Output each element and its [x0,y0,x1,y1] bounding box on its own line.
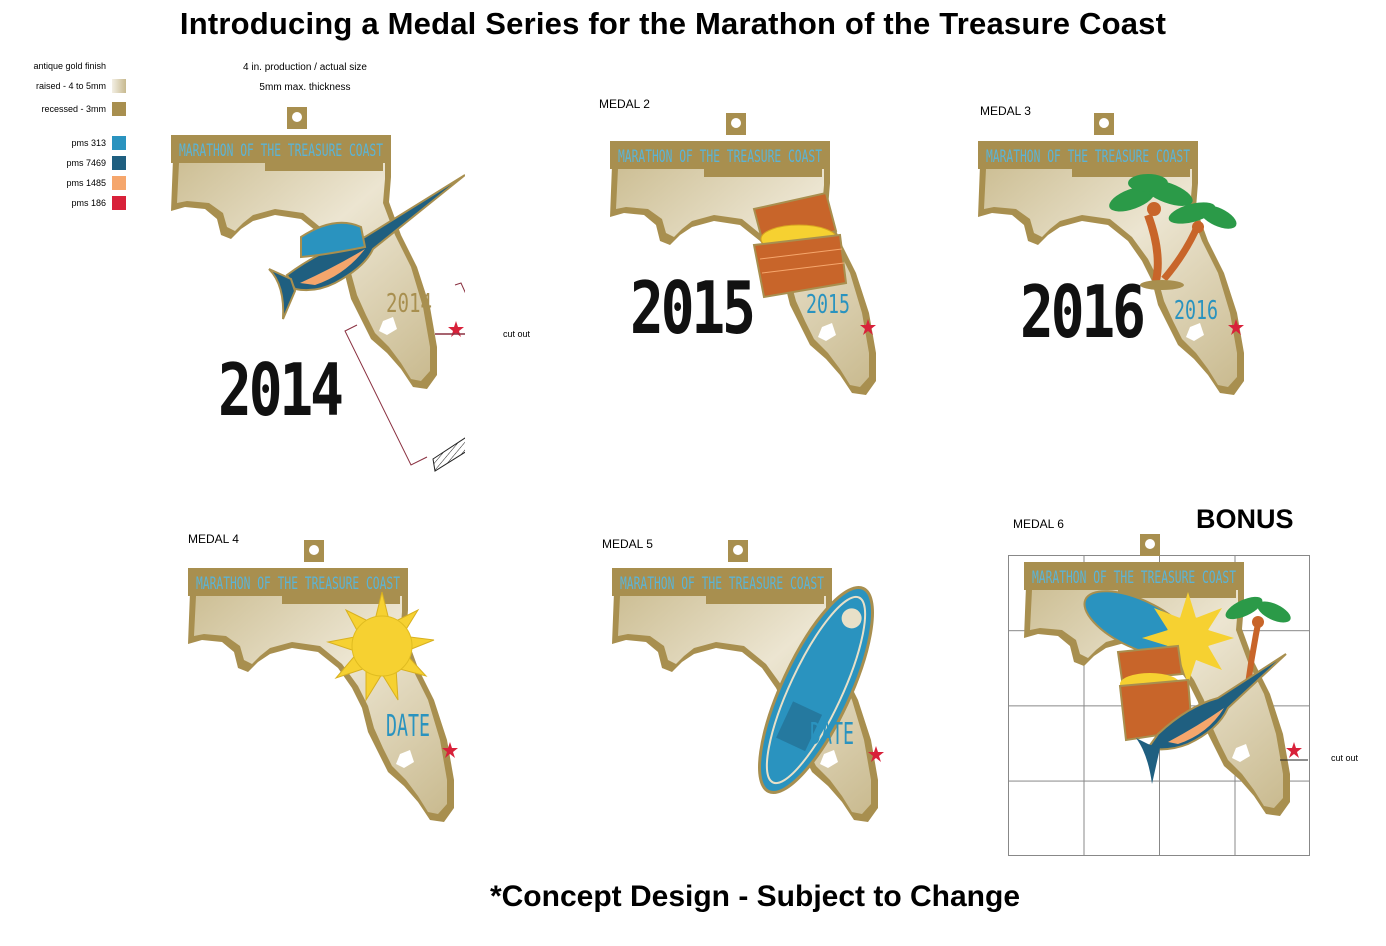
legend-swatch-pms-313 [112,136,126,150]
color-legend: antique gold finish raised - 4 to 5mm re… [14,58,126,216]
sun-icon [326,591,435,702]
legend-swatch-recessed [112,102,126,116]
star-icon [448,321,464,337]
svg-text:MARATHON OF THE TREASURE COAST: MARATHON OF THE TREASURE COAST [986,147,1190,167]
cross-section-icon [432,437,465,472]
cut-out-annotation: cut out [1331,753,1359,763]
spec-thickness: 5mm max. thickness [259,82,351,93]
medal-6-label: MEDAL 6 [1013,517,1064,531]
svg-text:2015: 2015 [806,290,850,320]
legend-label: pms 1485 [66,178,106,188]
medal-1-sailfish: MARATHON OF THE TREASURE COAST 2014 [171,107,465,472]
svg-text:MARATHON OF THE TREASURE COAST: MARATHON OF THE TREASURE COAST [196,574,400,594]
legend-swatch-pms-1485 [112,176,126,190]
medal-2-treasure-chest: MARATHON OF THE TREASURE COAST 2015 [610,113,876,395]
spec-size: 4 in. production / actual size [243,62,367,73]
medal-4-sun: MARATHON OF THE TREASURE COAST DATE [188,540,458,822]
medal-5-surfboard: MARATHON OF THE TREASURE COAST DATE [612,540,884,822]
star-icon [1286,742,1302,758]
svg-text:MARATHON OF THE TREASURE COAST: MARATHON OF THE TREASURE COAST [1032,568,1236,588]
medal-3-label: MEDAL 3 [980,104,1031,118]
concept-disclaimer: *Concept Design - Subject to Change [489,880,1021,913]
svg-text:DATE: DATE [810,717,854,752]
medal-6-combined: MARATHON OF THE TREASURE COAST [1024,534,1308,816]
legend-swatch-pms-7469 [112,156,126,170]
svg-text:2016: 2016 [1174,296,1218,326]
sailfish-icon [268,174,465,320]
star-icon [868,746,884,762]
svg-text:MARATHON OF THE TREASURE COAST: MARATHON OF THE TREASURE COAST [620,574,824,594]
palm-trees-icon [1225,596,1291,685]
sailfish-icon [1136,653,1287,784]
big-year-2016: 2016 [1020,270,1146,354]
cut-out-annotation: cut out [503,329,531,339]
page-title: Introducing a Medal Series for the Marat… [179,6,1167,41]
surfboard-icon [758,585,874,795]
star-icon [1228,319,1244,335]
svg-text:2014: 2014 [386,289,432,319]
legend-swatch-pms-186 [112,196,126,210]
medal-4-label: MEDAL 4 [188,532,239,546]
legend-label: pms 313 [71,138,106,148]
medal-3-palm-trees: MARATHON OF THE TREASURE COAST 2016 [978,113,1244,395]
legend-heading: antique gold finish [33,61,106,71]
legend-swatch-raised [112,79,126,93]
production-specs: 4 in. production / actual size 5mm max. … [220,58,390,98]
palm-trees-icon [1109,174,1237,290]
legend-label: raised - 4 to 5mm [35,81,106,91]
legend-label: recessed - 3mm [41,104,106,114]
medal-2-label: MEDAL 2 [599,97,650,111]
legend-label: pms 7469 [66,158,106,168]
bonus-badge: BONUS [1196,504,1294,534]
star-icon [442,742,458,758]
big-year-2015: 2015 [630,266,756,350]
medal-date: DATE [386,709,430,744]
medal-banner-text: MARATHON OF THE TREASURE COAST [179,141,383,161]
treasure-chest-icon [752,191,848,299]
big-year-2014: 2014 [218,348,344,432]
star-icon [860,319,876,335]
svg-text:MARATHON OF THE TREASURE COAST: MARATHON OF THE TREASURE COAST [618,147,822,167]
legend-label: pms 186 [71,198,106,208]
medal-5-label: MEDAL 5 [602,537,653,551]
